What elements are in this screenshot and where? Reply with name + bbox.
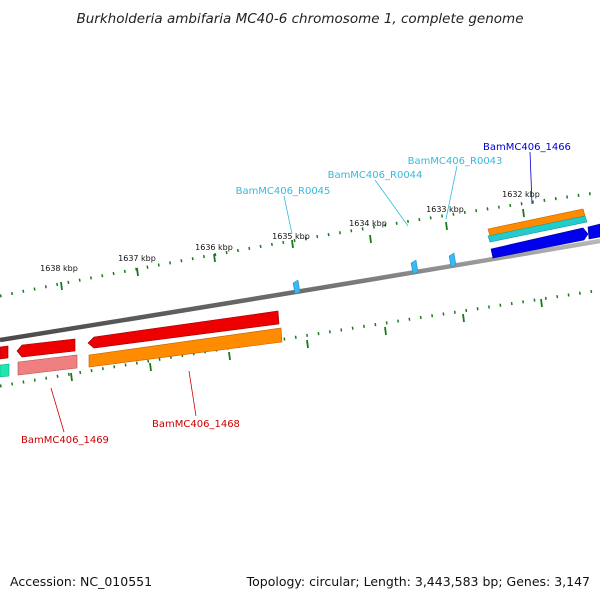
- tick-1634: [369, 234, 372, 244]
- scale-label-1632: 1632 kbp: [502, 190, 540, 199]
- reverse-strand-features: [0, 310, 283, 378]
- scale-label-1636: 1636 kbp: [195, 243, 233, 252]
- gene-arrow-blue-next[interactable]: [587, 223, 600, 240]
- gene-arrow-red-1468[interactable]: [87, 310, 280, 349]
- tick-1636: [213, 253, 216, 263]
- tick-1633: [445, 221, 448, 231]
- gene-bar-orange-lower[interactable]: [88, 327, 283, 368]
- inner-tick-6: [462, 313, 465, 323]
- tick-1637: [136, 267, 139, 277]
- gene-bar-pink-lower[interactable]: [17, 354, 78, 376]
- inner-tick-7: [540, 298, 543, 308]
- inner-tick-4: [306, 339, 309, 349]
- inner-tick-5: [384, 326, 387, 336]
- gene-arrow-red-1469[interactable]: [16, 338, 76, 358]
- leader-1468: [188, 370, 197, 417]
- tick-1632: [522, 208, 525, 218]
- gene-arrow-blue-1466[interactable]: [490, 227, 589, 259]
- leader-1466: [529, 151, 533, 205]
- inner-scale-track: [0, 289, 596, 388]
- scale-label-1633: 1633 kbp: [426, 205, 464, 214]
- leader-r0044: [374, 179, 409, 227]
- forward-strand-features: [487, 208, 600, 259]
- inner-dot-track: [0, 289, 596, 388]
- genome-summary-text: Topology: circular; Length: 3,443,583 bp…: [246, 574, 590, 589]
- scale-label-1638: 1638 kbp: [40, 264, 78, 273]
- accession-text: Accession: NC_010551: [10, 574, 152, 589]
- scale-label-1635: 1635 kbp: [272, 232, 310, 241]
- rna-marker-r0043[interactable]: [448, 252, 457, 268]
- gene-label-1469[interactable]: BamMC406_1469: [21, 435, 109, 446]
- gene-bar-cyan-upper[interactable]: [487, 215, 588, 243]
- gene-bar-teal-edge[interactable]: [0, 363, 10, 378]
- leader-r0045: [283, 195, 293, 235]
- inner-tick-2: [149, 362, 152, 372]
- rna-marker-r0044[interactable]: [410, 259, 419, 275]
- leader-r0043: [445, 165, 458, 220]
- gene-label-r0043[interactable]: BamMC406_R0043: [408, 156, 503, 167]
- rna-marker-r0045[interactable]: [292, 279, 301, 295]
- gene-label-1466[interactable]: BamMC406_1466: [483, 142, 571, 153]
- gene-label-r0044[interactable]: BamMC406_R0044: [328, 170, 423, 181]
- scale-label-1637: 1637 kbp: [118, 254, 156, 263]
- gene-label-1468[interactable]: BamMC406_1468: [152, 419, 240, 430]
- tick-1638: [60, 281, 63, 291]
- gene-label-r0045[interactable]: BamMC406_R0045: [236, 186, 331, 197]
- gene-arrow-red-edge[interactable]: [0, 345, 9, 360]
- leader-1469: [50, 387, 65, 433]
- map-title: Burkholderia ambifaria MC40-6 chromosome…: [76, 11, 523, 27]
- outer-scale-track: [0, 191, 596, 298]
- inner-tick-1: [70, 372, 73, 382]
- label-leader-lines: [50, 151, 533, 433]
- scale-label-1634: 1634 kbp: [349, 219, 387, 228]
- tick-1635: [291, 239, 294, 249]
- inner-tick-3: [228, 351, 231, 361]
